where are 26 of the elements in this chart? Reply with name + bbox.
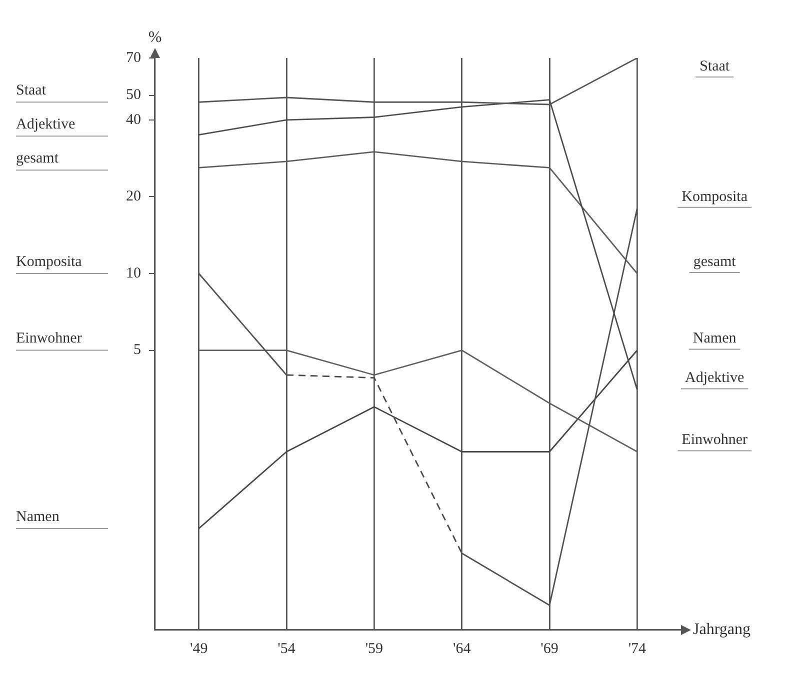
text: Namen	[16, 508, 60, 525]
text: Adjektive	[685, 370, 744, 386]
text: gesamt	[16, 150, 58, 167]
x-tick-label: '54	[278, 640, 296, 657]
text: gesamt	[693, 254, 737, 270]
text: Komposita	[16, 254, 82, 270]
text: Adjektive	[16, 116, 76, 133]
x-axis-title: Jahrgang	[693, 621, 750, 638]
x-tick-label: '49	[190, 640, 208, 657]
x-tick-label: '69	[540, 640, 558, 657]
x-tick-label: '74	[628, 640, 647, 657]
text: Komposita	[682, 188, 748, 205]
y-tick-label: 5	[134, 342, 141, 358]
y-tick-label: 50	[126, 87, 141, 104]
y-tick-label: 20	[126, 188, 141, 205]
y-tick-label: 70	[126, 50, 141, 66]
y-tick-label: 10	[126, 265, 141, 282]
text: Namen	[692, 330, 737, 347]
x-tick-label: '59	[365, 640, 384, 657]
text: Staat	[700, 58, 730, 74]
text: Einwohner	[16, 330, 82, 347]
text: Staat	[16, 82, 46, 99]
y-axis-title: %	[148, 29, 162, 46]
x-tick-label: '64	[452, 640, 472, 657]
text: Einwohner	[682, 432, 748, 448]
y-tick-label: 40	[126, 112, 141, 128]
